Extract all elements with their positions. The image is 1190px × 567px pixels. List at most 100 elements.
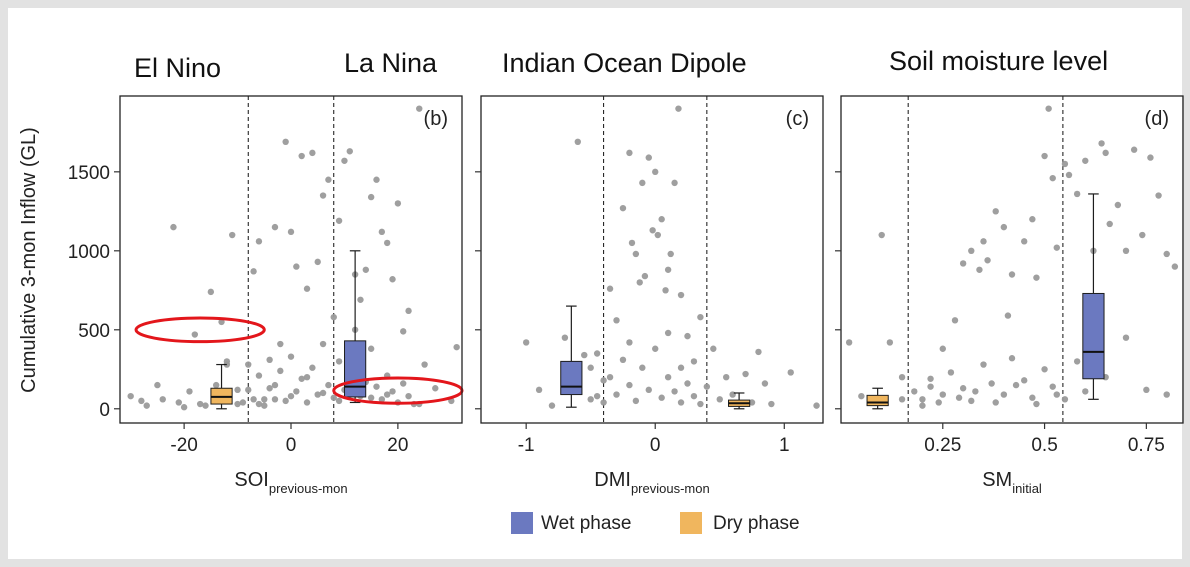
data-point bbox=[154, 381, 161, 389]
plot-border bbox=[840, 95, 1184, 424]
data-point bbox=[303, 285, 311, 292]
data-point bbox=[250, 268, 257, 275]
data-point bbox=[654, 231, 662, 239]
data-point bbox=[613, 391, 620, 398]
data-point bbox=[191, 331, 199, 338]
data-point bbox=[1155, 192, 1162, 199]
data-point bbox=[716, 396, 723, 403]
y-tick-label: 0 bbox=[99, 400, 110, 421]
data-point bbox=[748, 399, 756, 406]
data-point bbox=[405, 307, 412, 315]
data-point bbox=[229, 231, 236, 239]
data-point bbox=[378, 228, 386, 236]
data-point bbox=[742, 370, 749, 378]
data-point bbox=[1033, 400, 1040, 408]
data-point bbox=[1082, 157, 1089, 164]
data-point bbox=[330, 394, 337, 401]
data-point bbox=[662, 287, 669, 294]
data-point bbox=[277, 367, 284, 375]
legend-label-wet: Wet phase bbox=[541, 513, 631, 534]
data-point bbox=[282, 138, 289, 146]
data-point bbox=[1021, 238, 1028, 245]
box-iqr bbox=[1082, 292, 1105, 380]
data-point bbox=[664, 373, 672, 381]
x-axis-label: SOIprevious-mon bbox=[234, 469, 347, 496]
data-point bbox=[1106, 220, 1113, 228]
data-point bbox=[127, 392, 134, 400]
data-point bbox=[341, 157, 348, 164]
data-point bbox=[755, 348, 762, 356]
plot-border bbox=[119, 95, 463, 424]
data-point bbox=[675, 105, 682, 112]
legend-label-dry: Dry phase bbox=[713, 513, 800, 534]
data-point bbox=[170, 223, 177, 231]
data-point bbox=[1061, 160, 1069, 168]
data-point bbox=[271, 381, 279, 389]
x-axis-label-main: SOI bbox=[234, 469, 268, 491]
data-point bbox=[1065, 171, 1073, 179]
data-point bbox=[658, 394, 665, 401]
data-point bbox=[632, 250, 640, 258]
x-tick-label: 20 bbox=[387, 435, 408, 456]
data-point bbox=[394, 200, 402, 207]
data-point bbox=[416, 105, 423, 112]
data-point bbox=[1021, 377, 1028, 384]
data-point bbox=[405, 392, 412, 400]
data-point bbox=[927, 383, 934, 390]
data-point bbox=[1004, 312, 1012, 319]
data-point bbox=[330, 313, 337, 321]
data-point bbox=[619, 356, 627, 364]
box-iqr bbox=[344, 340, 367, 398]
data-point bbox=[432, 385, 439, 392]
panel-d: 0.25 0.5 0.75 (d) SMinitial bbox=[835, 95, 1184, 496]
x-axis-label-main: SM bbox=[982, 469, 1012, 491]
data-point bbox=[309, 364, 316, 371]
x-tick-label: 0 bbox=[650, 435, 661, 456]
data-point bbox=[761, 380, 769, 387]
data-point bbox=[245, 386, 252, 394]
data-point bbox=[548, 402, 556, 409]
data-point bbox=[939, 345, 946, 352]
data-point bbox=[186, 388, 193, 395]
x-tick-label: 0.5 bbox=[1031, 435, 1057, 456]
box-iqr bbox=[560, 360, 583, 396]
data-point bbox=[652, 345, 659, 352]
data-point bbox=[593, 350, 601, 357]
data-point bbox=[652, 168, 659, 176]
data-point bbox=[919, 396, 926, 403]
data-point bbox=[287, 392, 295, 400]
data-point bbox=[671, 388, 678, 395]
data-point bbox=[1041, 366, 1048, 373]
data-point bbox=[1114, 201, 1122, 209]
data-point bbox=[314, 258, 321, 266]
legend: Wet phase Dry phase bbox=[511, 512, 800, 534]
data-point bbox=[255, 372, 263, 379]
data-point bbox=[593, 392, 601, 400]
data-point bbox=[234, 386, 241, 394]
x-axis-label-subscript: initial bbox=[1012, 481, 1042, 496]
data-point bbox=[1053, 244, 1060, 251]
data-point bbox=[453, 343, 460, 351]
data-point bbox=[175, 399, 182, 406]
data-point bbox=[239, 399, 247, 406]
data-point bbox=[383, 391, 391, 398]
x-tick-label: -20 bbox=[170, 435, 197, 456]
panel-d-title: Soil moisture level bbox=[889, 46, 1108, 76]
data-point bbox=[968, 247, 975, 255]
data-point bbox=[389, 388, 396, 395]
data-point bbox=[1045, 105, 1052, 112]
wet-phase-boxplot bbox=[1082, 193, 1105, 400]
data-point bbox=[1073, 190, 1081, 198]
data-point bbox=[606, 373, 614, 381]
data-point bbox=[664, 329, 672, 337]
x-axis-label: SMinitial bbox=[982, 469, 1042, 496]
data-point bbox=[271, 396, 279, 403]
data-point bbox=[911, 388, 918, 395]
data-point bbox=[1053, 391, 1060, 398]
data-point bbox=[138, 397, 145, 405]
data-point bbox=[293, 263, 300, 270]
data-point bbox=[649, 227, 656, 234]
data-point bbox=[373, 176, 380, 183]
data-point bbox=[373, 383, 380, 390]
panel-label: (b) bbox=[424, 108, 448, 130]
